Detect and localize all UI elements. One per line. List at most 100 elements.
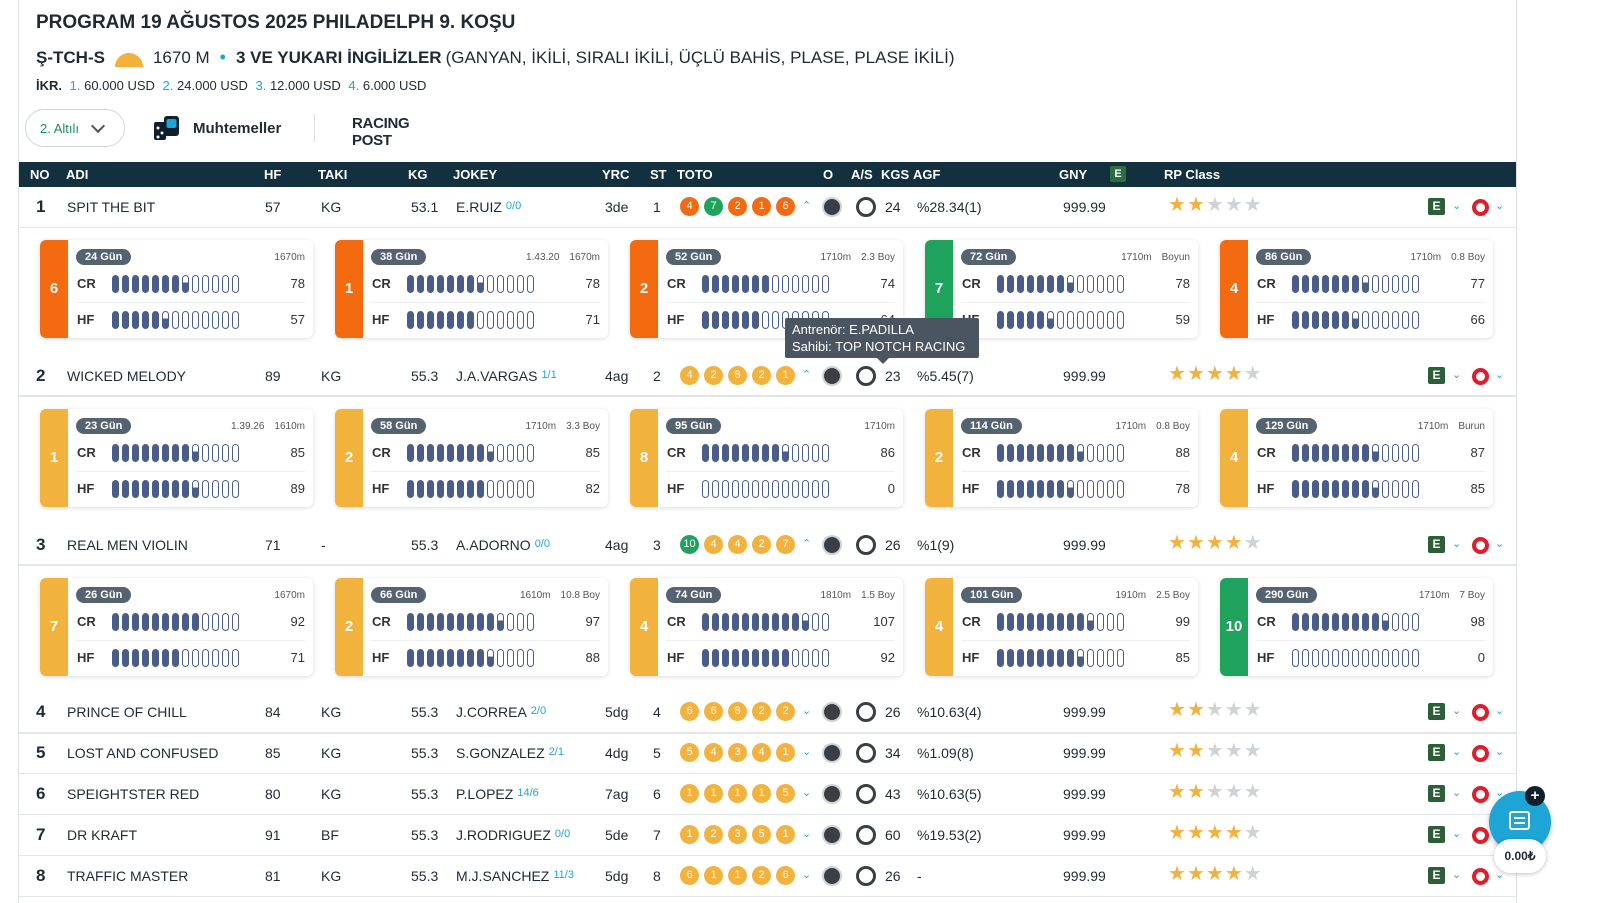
horse-name[interactable]: PRINCE OF CHILL	[67, 704, 187, 720]
past-race-card[interactable]: 1 38 Gün 1.43.20 1670m CR 78 HF 71	[335, 240, 608, 338]
jockey-name[interactable]: A.ADORNO	[456, 537, 531, 553]
table-row[interactable]: 4 PRINCE OF CHILL 84 KG 55.3 5dg 4 26 %10.63(4) 9…	[19, 692, 1516, 733]
jockey-name[interactable]: P.LOPEZ	[456, 786, 514, 802]
chevron-down-icon[interactable]: ⌄	[1495, 369, 1505, 381]
racing-post-logo[interactable]: RACING POST	[352, 115, 410, 149]
col-adi[interactable]: ADI	[66, 167, 89, 182]
col-kgs[interactable]: KGS	[881, 167, 910, 182]
silks-icon[interactable]	[822, 743, 842, 763]
chevron-down-icon[interactable]: ⌄	[1452, 369, 1462, 381]
past-race-card[interactable]: 4 129 Gün 1710m Burun CR 87 HF 85	[1220, 409, 1493, 507]
col-hf[interactable]: HF	[264, 167, 282, 182]
expand-arrow-icon[interactable]: ⌄	[802, 869, 812, 881]
silks-icon[interactable]	[822, 702, 842, 722]
expand-arrow-icon[interactable]: ⌃	[802, 538, 812, 550]
jockey-name[interactable]: J.CORREA	[456, 704, 527, 720]
owner-silks-icon[interactable]	[856, 197, 876, 217]
favorite-ring-icon[interactable]	[1472, 786, 1489, 803]
owner-silks-icon[interactable]	[856, 743, 876, 763]
past-race-card[interactable]: 4 101 Gün 1910m 2.5 Boy CR 99 HF 85	[925, 578, 1198, 676]
col-agf[interactable]: AGF	[913, 167, 941, 182]
chevron-down-icon[interactable]: ⌄	[1452, 200, 1462, 212]
silks-icon[interactable]	[822, 197, 842, 217]
altili-dropdown[interactable]: 2. Altılı	[25, 109, 125, 147]
chevron-down-icon[interactable]: ⌄	[1452, 828, 1462, 840]
table-row[interactable]: 2 WICKED MELODY 89 KG 55.3 4ag 2 23 %5.45(7) 999.…	[19, 356, 1516, 397]
col-gny[interactable]: GNY	[1059, 167, 1088, 182]
chevron-down-icon[interactable]: ⌄	[1452, 869, 1462, 881]
owner-silks-icon[interactable]	[856, 784, 876, 804]
fab-plus-badge[interactable]: +	[1525, 786, 1545, 806]
col-st[interactable]: ST	[650, 167, 667, 182]
expand-arrow-icon[interactable]: ⌄	[802, 787, 812, 799]
table-row[interactable]: 5 LOST AND CONFUSED 85 KG 55.3 4dg 5 34 %1.09(8)…	[19, 733, 1516, 774]
horse-name[interactable]: LOST AND CONFUSED	[67, 745, 219, 761]
table-row[interactable]: 1 SPIT THE BIT 57 KG 53.1 3de 1 24 %28.34(1) 999.…	[19, 187, 1516, 228]
favorite-ring-icon[interactable]	[1472, 368, 1489, 385]
past-race-card[interactable]: 7 26 Gün 1670m CR 92 HF 71	[40, 578, 313, 676]
favorite-ring-icon[interactable]	[1472, 745, 1489, 762]
chevron-down-icon[interactable]: ⌄	[1495, 705, 1505, 717]
owner-silks-icon[interactable]	[856, 702, 876, 722]
silks-icon[interactable]	[822, 535, 842, 555]
jockey-name[interactable]: J.A.VARGAS	[456, 368, 538, 384]
jockey-name[interactable]: M.J.SANCHEZ	[456, 868, 550, 884]
owner-silks-icon[interactable]	[856, 366, 876, 386]
owner-silks-icon[interactable]	[856, 866, 876, 886]
horse-name[interactable]: WICKED MELODY	[67, 368, 187, 384]
expert-badge[interactable]: E	[1428, 703, 1445, 720]
table-row[interactable]: 6 SPEIGHTSTER RED 80 KG 55.3 7ag 6 43 %10.63(5) 9…	[19, 774, 1516, 815]
col-e[interactable]: E	[1110, 166, 1126, 182]
chevron-down-icon[interactable]: ⌄	[1495, 869, 1505, 881]
owner-silks-icon[interactable]	[856, 825, 876, 845]
jockey-name[interactable]: S.GONZALEZ	[456, 745, 545, 761]
expand-arrow-icon[interactable]: ⌄	[802, 705, 812, 717]
past-race-card[interactable]: 8 95 Gün 1710m CR 86 HF 0	[630, 409, 903, 507]
expert-badge[interactable]: E	[1428, 826, 1445, 843]
jockey[interactable]: J.CORREA 2/0	[456, 704, 546, 720]
jockey[interactable]: S.GONZALEZ 2/1	[456, 745, 564, 761]
balance-badge[interactable]: 0.00₺	[1494, 839, 1546, 873]
expert-badge[interactable]: E	[1428, 198, 1445, 215]
jockey-name[interactable]: J.RODRIGUEZ	[456, 827, 551, 843]
expert-badge[interactable]: E	[1428, 785, 1445, 802]
col-kg[interactable]: KG	[408, 167, 428, 182]
owner-silks-icon[interactable]	[856, 535, 876, 555]
favorite-ring-icon[interactable]	[1472, 537, 1489, 554]
jockey[interactable]: E.RUIZ 0/0	[456, 199, 521, 215]
chevron-down-icon[interactable]: ⌄	[1452, 705, 1462, 717]
silks-icon[interactable]	[822, 825, 842, 845]
chevron-down-icon[interactable]: ⌄	[1452, 787, 1462, 799]
past-race-card[interactable]: 2 114 Gün 1710m 0.8 Boy CR 88 HF 78	[925, 409, 1198, 507]
table-row[interactable]: 8 TRAFFIC MASTER 81 KG 55.3 5dg 8 26-999.99 M.J.…	[19, 856, 1516, 897]
past-race-card[interactable]: 1 23 Gün 1.39.26 1610m CR 85 HF 89	[40, 409, 313, 507]
expert-badge[interactable]: E	[1428, 867, 1445, 884]
expand-arrow-icon[interactable]: ⌄	[802, 828, 812, 840]
jockey[interactable]: A.ADORNO 0/0	[456, 537, 550, 553]
favorite-ring-icon[interactable]	[1472, 704, 1489, 721]
jockey[interactable]: P.LOPEZ 14/6	[456, 786, 539, 802]
expand-arrow-icon[interactable]: ⌃	[802, 200, 812, 212]
table-row[interactable]: 3 REAL MEN VIOLIN 71 - 55.3 4ag 3 26 %1(9) 999.99…	[19, 525, 1516, 566]
horse-name[interactable]: REAL MEN VIOLIN	[67, 537, 188, 553]
chevron-down-icon[interactable]: ⌄	[1495, 538, 1505, 550]
past-race-card[interactable]: 10 290 Gün 1710m 7 Boy CR 98 HF 0	[1220, 578, 1493, 676]
chevron-down-icon[interactable]: ⌄	[1495, 787, 1505, 799]
past-race-card[interactable]: 6 24 Gün 1670m CR 78 HF 57	[40, 240, 313, 338]
past-race-card[interactable]: 2 58 Gün 1710m 3.3 Boy CR 85 HF 82	[335, 409, 608, 507]
expert-badge[interactable]: E	[1428, 367, 1445, 384]
jockey[interactable]: J.RODRIGUEZ 0/0	[456, 827, 570, 843]
chevron-down-icon[interactable]: ⌄	[1452, 538, 1462, 550]
past-race-card[interactable]: 4 74 Gün 1810m 1.5 Boy CR 107 HF 92	[630, 578, 903, 676]
jockey[interactable]: J.A.VARGAS 1/1	[456, 368, 557, 384]
horse-name[interactable]: SPEIGHTSTER RED	[67, 786, 200, 802]
jockey-name[interactable]: E.RUIZ	[456, 199, 502, 215]
silks-icon[interactable]	[822, 866, 842, 886]
horse-name[interactable]: SPIT THE BIT	[67, 199, 156, 215]
chevron-down-icon[interactable]: ⌄	[1452, 746, 1462, 758]
chevron-down-icon[interactable]: ⌄	[1495, 746, 1505, 758]
expand-arrow-icon[interactable]: ⌄	[802, 746, 812, 758]
horse-name[interactable]: TRAFFIC MASTER	[67, 868, 189, 884]
past-race-card[interactable]: 4 86 Gün 1710m 0.8 Boy CR 77 HF 66	[1220, 240, 1493, 338]
jockey[interactable]: M.J.SANCHEZ 11/3	[456, 868, 574, 884]
